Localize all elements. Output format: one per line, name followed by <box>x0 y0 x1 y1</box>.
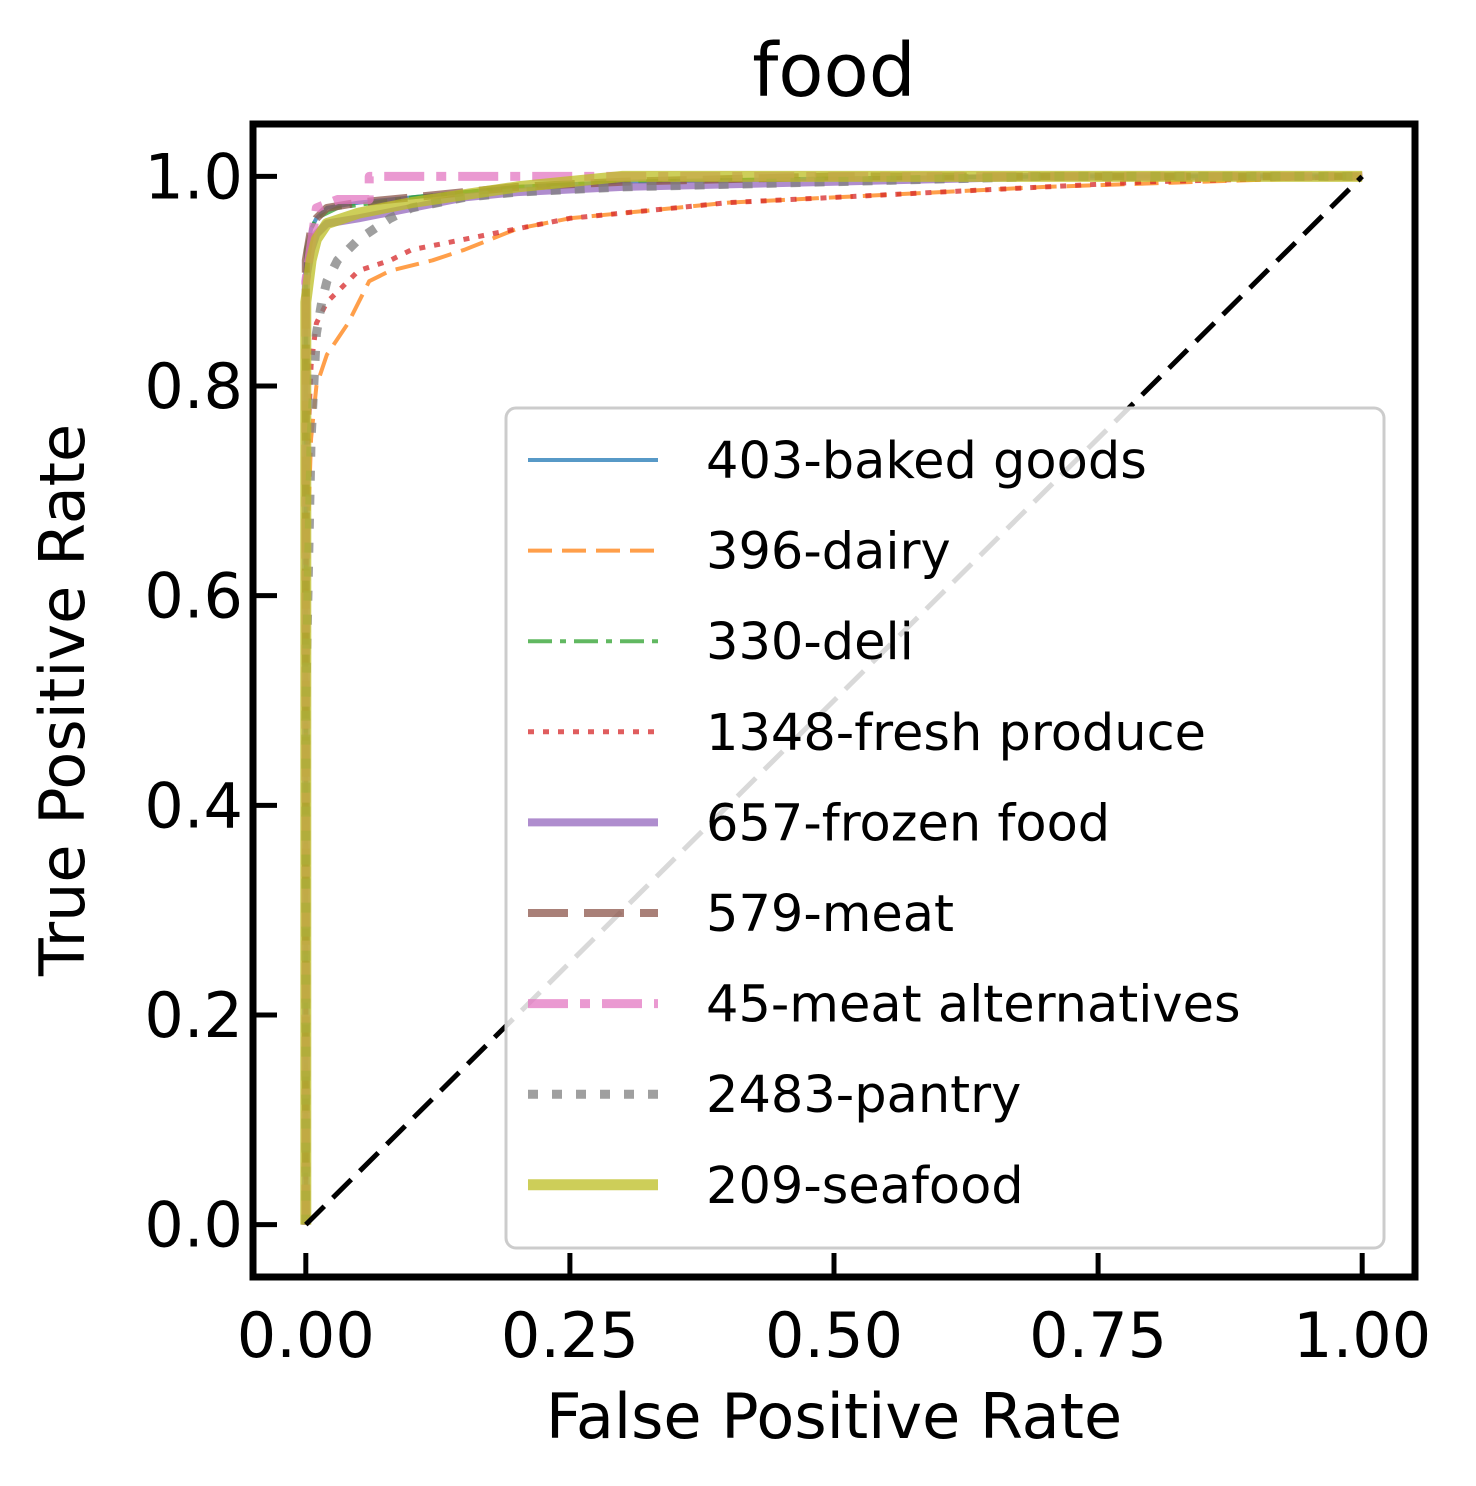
x-axis-label: False Positive Rate <box>546 1380 1122 1453</box>
x-tick-label: 0.50 <box>765 1299 903 1372</box>
x-tick-label: 0.25 <box>501 1299 639 1372</box>
legend-label-1: 396-dairy <box>706 523 951 582</box>
y-axis-label: True Positive Rate <box>26 424 99 977</box>
legend-label-3: 1348-fresh produce <box>706 704 1206 763</box>
legend-label-7: 2483-pantry <box>706 1066 1021 1125</box>
legend-label-4: 657-frozen food <box>706 794 1110 853</box>
y-tick-label: 0.8 <box>144 350 243 423</box>
series-layer <box>300 170 1364 1227</box>
x-tick-label: 1.00 <box>1293 1299 1431 1372</box>
plot-frame <box>249 120 1419 1281</box>
y-tick-label: 0.0 <box>144 1189 243 1262</box>
x-tick-label: 0.00 <box>237 1299 375 1372</box>
chart-title: food <box>752 28 916 114</box>
legend-label-2: 330-deli <box>706 613 914 672</box>
legend-label-5: 579-meat <box>706 885 954 944</box>
series-line-8 <box>300 170 1363 1225</box>
y-tick-label: 1.0 <box>144 140 243 213</box>
series-line-7 <box>301 171 1363 1225</box>
legend-label-6: 45-meat alternatives <box>706 976 1241 1035</box>
legend: 403-baked goods 396-dairy 330-deli 1348-fre… <box>504 406 1386 1250</box>
legend-label-0: 403-baked goods <box>706 432 1147 491</box>
x-tick-label: 0.75 <box>1029 1299 1167 1372</box>
y-tick-label: 0.6 <box>144 560 243 633</box>
y-tick-label: 0.4 <box>144 769 243 842</box>
legend-label-8: 209-seafood <box>706 1157 1024 1216</box>
y-tick-label: 0.2 <box>144 979 243 1052</box>
series-line-3 <box>303 173 1363 1225</box>
ticks-layer: 0.00 0.25 0.50 0.75 1.00 0.0 0.2 0.4 0.6 0.8 1.0 <box>144 140 1431 1372</box>
legend-box <box>504 406 1386 1250</box>
